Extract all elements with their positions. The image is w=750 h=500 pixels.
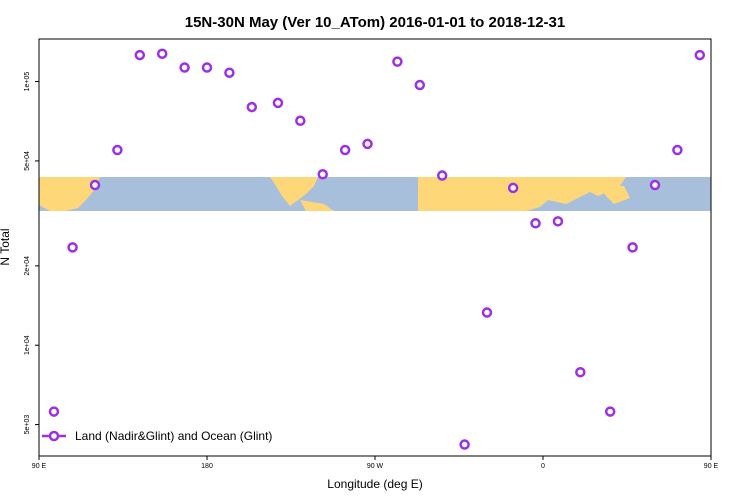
- data-point: [481, 307, 493, 318]
- land-north-america: [270, 177, 318, 206]
- y-tick-label: 5e+04: [24, 151, 31, 171]
- x-axis-label: Longitude (deg E): [327, 477, 422, 491]
- data-point: [224, 67, 235, 78]
- legend: Land (Nadir&Glint) and Ocean (Glint): [42, 429, 272, 443]
- y-axis: 5e+03 1e+04 2e+04 5e+04 1e+05: [24, 72, 39, 435]
- data-point: [414, 79, 426, 91]
- data-point: [134, 49, 146, 61]
- land-southeast-asia: [600, 186, 630, 204]
- data-point: [552, 216, 564, 227]
- world-map-strip: [39, 177, 711, 211]
- data-point: [112, 144, 123, 156]
- data-point: [156, 48, 168, 59]
- data-point: [48, 406, 60, 417]
- data-point: [694, 49, 706, 61]
- data-point: [649, 179, 661, 191]
- data-point: [179, 62, 190, 73]
- data-point: [604, 406, 616, 417]
- land-south-america: [300, 200, 334, 211]
- data-point: [317, 169, 328, 180]
- data-point: [246, 101, 258, 113]
- data-point: [530, 218, 541, 229]
- y-axis-label: N Total: [0, 228, 12, 265]
- data-point: [459, 439, 470, 450]
- plot-frame: [38, 38, 712, 457]
- data-point: [339, 144, 351, 156]
- y-tick-label: 1e+04: [24, 335, 31, 355]
- data-point: [627, 242, 638, 253]
- x-tick-label: 90 W: [367, 463, 384, 470]
- data-point: [575, 366, 586, 378]
- data-point: [67, 242, 78, 253]
- y-tick-label: 2e+04: [24, 256, 31, 276]
- x-tick-label: 0: [541, 463, 545, 470]
- data-point: [507, 182, 519, 194]
- data-points: [48, 48, 726, 450]
- chart-title: 15N-30N May (Ver 10_ATom) 2016-01-01 to …: [185, 14, 565, 31]
- data-point: [272, 97, 284, 109]
- land-africa-eurasia: [418, 177, 626, 211]
- data-point: [201, 62, 213, 73]
- x-tick-label: 90 E: [704, 463, 719, 470]
- y-tick-label: 5e+03: [24, 415, 31, 435]
- land-new-guinea: [52, 194, 70, 204]
- data-point: [362, 138, 373, 150]
- legend-marker-swatch: [48, 430, 60, 442]
- data-point: [672, 144, 683, 156]
- data-point: [436, 170, 448, 181]
- data-point: [718, 50, 726, 58]
- data-point: [392, 56, 403, 67]
- data-point: [89, 179, 101, 191]
- legend-label: Land (Nadir&Glint) and Ocean (Glint): [75, 429, 272, 443]
- x-axis: 90 E 180 90 W 0 90 E: [32, 456, 719, 470]
- x-tick-label: 180: [201, 463, 213, 470]
- y-tick-label: 1e+05: [24, 72, 31, 92]
- land-asia-australia: [39, 177, 100, 211]
- data-point: [295, 115, 306, 127]
- x-tick-label: 90 E: [32, 463, 47, 470]
